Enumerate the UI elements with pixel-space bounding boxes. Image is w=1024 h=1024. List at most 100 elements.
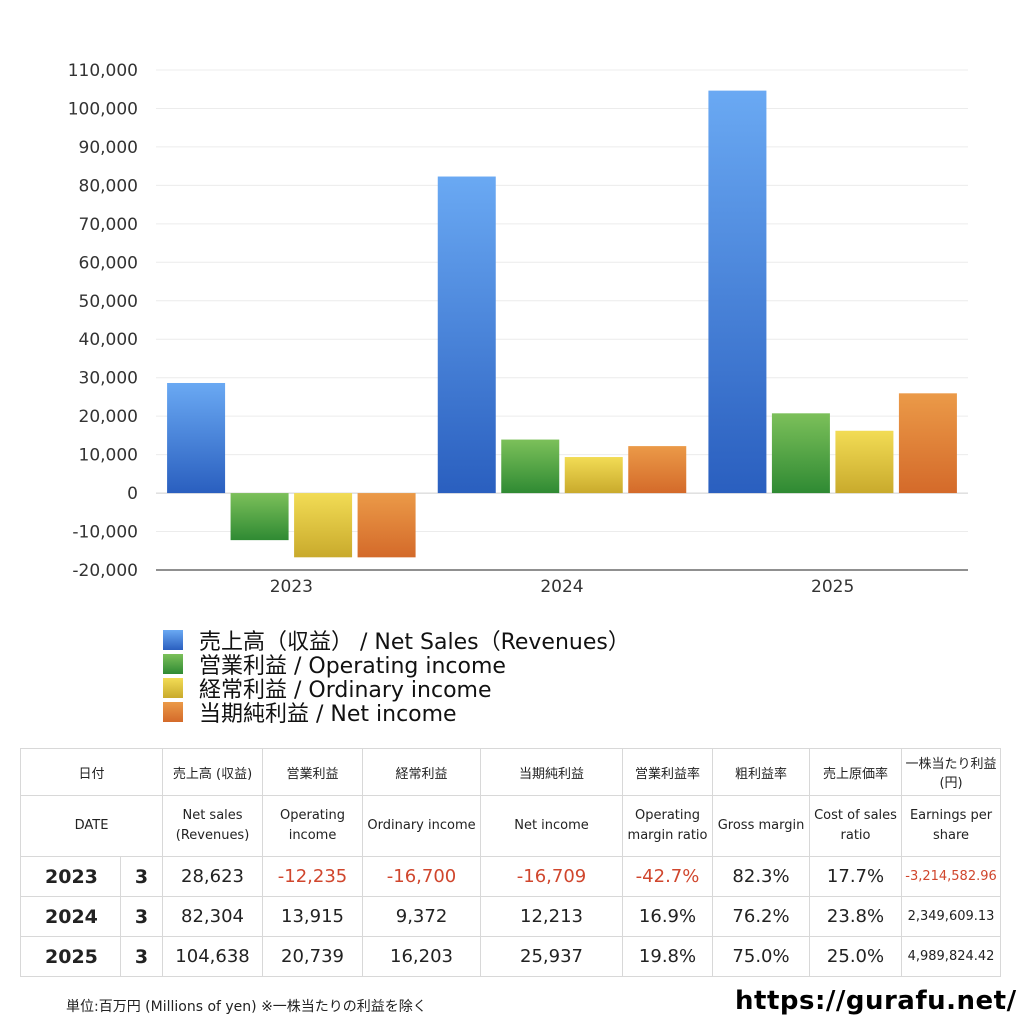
y-tick-label: 110,000 xyxy=(68,61,138,81)
y-tick-label: 10,000 xyxy=(79,446,138,466)
legend-item-net-sales[interactable]: 売上高（収益） / Net Sales（Revenues） xyxy=(163,628,630,655)
cell-ordinary-income: 16,203 xyxy=(362,936,482,977)
legend-label: 当期純利益 / Net income xyxy=(199,702,457,727)
y-tick-label: -10,000 xyxy=(72,523,138,543)
legend-swatch-net-income xyxy=(163,702,183,722)
header-net-sales-jp: 売上高 (収益) xyxy=(162,748,264,796)
table-row: 2024 3 82,304 13,915 9,372 12,213 16.9% … xyxy=(20,896,1002,937)
grid-lines xyxy=(156,69,968,571)
header-ordinary-jp: 経常利益 xyxy=(362,748,482,796)
bars xyxy=(167,90,957,558)
table-row: 2023 3 28,623 -12,235 -16,700 -16,709 -4… xyxy=(20,856,1002,897)
x-tick-label: 2023 xyxy=(270,577,313,597)
cell-eps: 4,989,824.42 xyxy=(901,936,1002,977)
header-net-income-en: Net income xyxy=(480,795,624,857)
cell-month: 3 xyxy=(119,936,164,977)
header-cost-ratio-en: Cost of sales ratio xyxy=(809,795,903,857)
legend-label: 経常利益 / Ordinary income xyxy=(199,678,492,703)
y-tick-label: 40,000 xyxy=(79,330,138,350)
bar-net-income-2023[interactable] xyxy=(357,493,416,558)
header-gross-margin-jp: 粗利益率 xyxy=(712,748,811,796)
x-tick-label: 2024 xyxy=(540,577,583,597)
cell-op-margin: 19.8% xyxy=(622,936,714,977)
bar-operating-income-2023[interactable] xyxy=(230,493,289,541)
cell-net-sales: 28,623 xyxy=(162,856,264,897)
cell-net-sales: 104,638 xyxy=(162,936,264,977)
y-tick-label: 90,000 xyxy=(79,138,138,158)
cell-net-income: 25,937 xyxy=(480,936,624,977)
y-tick-label: 20,000 xyxy=(79,407,138,427)
header-net-sales-en: Net sales (Revenues) xyxy=(162,795,264,857)
y-tick-label: 50,000 xyxy=(79,292,138,312)
legend-swatch-net-sales xyxy=(163,630,183,650)
cell-cost-ratio: 23.8% xyxy=(809,896,903,937)
legend-item-ordinary-income[interactable]: 経常利益 / Ordinary income xyxy=(163,676,630,703)
y-tick-label: 30,000 xyxy=(79,369,138,389)
legend-label: 売上高（収益） / Net Sales（Revenues） xyxy=(199,630,630,655)
cell-month: 3 xyxy=(119,856,164,897)
table-row: 2025 3 104,638 20,739 16,203 25,937 19.8… xyxy=(20,936,1002,977)
legend-swatch-operating-income xyxy=(163,654,183,674)
table-header-en: DATE Net sales (Revenues) Operating inco… xyxy=(19,795,1002,857)
header-gross-margin-en: Gross margin xyxy=(712,795,811,857)
cell-cost-ratio: 17.7% xyxy=(809,856,903,897)
cell-gross-margin: 75.0% xyxy=(712,936,811,977)
y-tick-label: 100,000 xyxy=(68,99,138,119)
cell-month: 3 xyxy=(119,896,164,937)
bar-operating-income-2024[interactable] xyxy=(501,439,560,494)
header-operating-jp: 営業利益 xyxy=(262,748,364,796)
bar-ordinary-income-2025[interactable] xyxy=(835,430,894,494)
financial-summary-table: 日付 売上高 (収益) 営業利益 経常利益 当期純利益 営業利益率 粗利益率 売… xyxy=(19,748,1002,977)
y-tick-label: 0 xyxy=(127,484,138,504)
x-tick-label: 2025 xyxy=(811,577,854,597)
bar-net-sales-2025[interactable] xyxy=(708,90,767,494)
cell-gross-margin: 76.2% xyxy=(712,896,811,937)
x-axis: 2023 2024 2025 xyxy=(156,569,968,597)
bar-net-sales-2024[interactable] xyxy=(437,176,496,494)
site-url-link[interactable]: https://gurafu.net/ xyxy=(735,986,1017,1016)
y-tick-label: -20,000 xyxy=(72,561,138,581)
bar-ordinary-income-2023[interactable] xyxy=(294,493,353,558)
bar-net-sales-2023[interactable] xyxy=(167,382,226,494)
header-eps-en: Earnings per share xyxy=(901,795,1002,857)
cell-operating-income: 13,915 xyxy=(262,896,364,937)
cell-net-sales: 82,304 xyxy=(162,896,264,937)
cell-net-income: 12,213 xyxy=(480,896,624,937)
header-operating-en: Operating income xyxy=(262,795,364,857)
cell-operating-income: 20,739 xyxy=(262,936,364,977)
cell-year: 2023 xyxy=(20,856,121,897)
bar-ordinary-income-2024[interactable] xyxy=(564,457,623,494)
header-cost-ratio-jp: 売上原価率 xyxy=(809,748,903,796)
cell-eps: 2,349,609.13 xyxy=(901,896,1002,937)
header-op-margin-en: Operating margin ratio xyxy=(622,795,714,857)
header-ordinary-en: Ordinary income xyxy=(362,795,482,857)
cell-ordinary-income: -16,700 xyxy=(362,856,482,897)
y-tick-label: 60,000 xyxy=(79,253,138,273)
legend-label: 営業利益 / Operating income xyxy=(199,654,506,679)
y-axis-ticks: -20,000 -10,000 0 10,000 20,000 30,000 40,000 5… xyxy=(68,61,138,581)
bar-net-income-2024[interactable] xyxy=(628,446,687,494)
cell-year: 2025 xyxy=(20,936,121,977)
header-eps-jp: 一株当たり利益(円) xyxy=(901,748,1002,796)
legend-item-operating-income[interactable]: 営業利益 / Operating income xyxy=(163,652,630,679)
cell-year: 2024 xyxy=(20,896,121,937)
bar-chart: -20,000 -10,000 0 10,000 20,000 30,000 40,000 5… xyxy=(68,61,968,597)
legend: 売上高（収益） / Net Sales（Revenues） 営業利益 / Ope… xyxy=(163,628,630,727)
cell-cost-ratio: 25.0% xyxy=(809,936,903,977)
cell-op-margin: 16.9% xyxy=(622,896,714,937)
legend-swatch-ordinary-income xyxy=(163,678,183,698)
cell-op-margin: -42.7% xyxy=(622,856,714,897)
cell-ordinary-income: 9,372 xyxy=(362,896,482,937)
cell-gross-margin: 82.3% xyxy=(712,856,811,897)
y-tick-label: 80,000 xyxy=(79,176,138,196)
cell-net-income: -16,709 xyxy=(480,856,624,897)
table-header-jp: 日付 売上高 (収益) 営業利益 経常利益 当期純利益 営業利益率 粗利益率 売… xyxy=(19,748,1002,796)
unit-note: 単位:百万円 (Millions of yen) ※一株当たりの利益を除く xyxy=(66,999,427,1015)
cell-operating-income: -12,235 xyxy=(262,856,364,897)
bar-net-income-2025[interactable] xyxy=(898,393,957,494)
bar-operating-income-2025[interactable] xyxy=(771,413,830,494)
y-tick-label: 70,000 xyxy=(79,215,138,235)
legend-item-net-income[interactable]: 当期純利益 / Net income xyxy=(163,700,630,727)
header-op-margin-jp: 営業利益率 xyxy=(622,748,714,796)
header-date-en: DATE xyxy=(19,795,164,857)
